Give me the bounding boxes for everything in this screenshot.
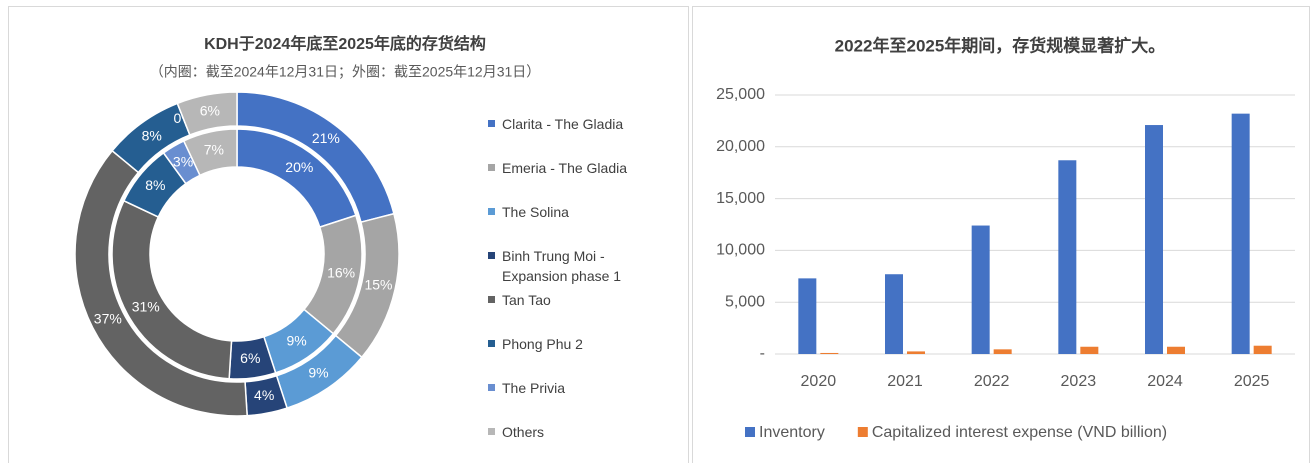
legend-swatch [857, 427, 868, 437]
legend-swatch [488, 384, 495, 391]
y-tick-label: 5,000 [725, 293, 765, 310]
y-tick-label: 25,000 [716, 86, 765, 103]
legend-swatch [488, 340, 495, 347]
legend-swatch [488, 208, 495, 215]
data-label: 7% [204, 141, 224, 157]
chart-subtitle: （内圈：截至2024年12月31日；外圈：截至2025年12月31日） [150, 64, 541, 81]
data-label: 21% [312, 130, 340, 146]
donut-segment [176, 91, 238, 136]
data-label: 3% [173, 153, 193, 169]
legend-swatch [488, 252, 495, 259]
bar [1080, 346, 1099, 354]
data-label: 4% [254, 387, 274, 403]
legend-item: Tan Tao [488, 290, 652, 310]
bar [885, 274, 903, 354]
data-label: 8% [145, 177, 165, 193]
legend-item: Phong Phu 2 [488, 334, 652, 354]
donut-segment [182, 128, 238, 177]
panel [8, 6, 689, 463]
data-label: 9% [286, 332, 306, 348]
legend-item: Emeria - The Gladia [488, 158, 652, 178]
legend-swatch [488, 120, 495, 127]
data-label: 37% [94, 311, 122, 327]
x-tick-label: 2021 [887, 373, 923, 390]
data-label: 15% [364, 276, 392, 292]
donut-segment [111, 199, 233, 380]
x-tick-label: 2025 [1234, 373, 1270, 390]
x-tick-label: 2020 [801, 373, 837, 390]
data-label: 20% [285, 159, 313, 175]
chart-title: 2022年至2025年期间，存货规模显著扩大。 [835, 35, 1166, 55]
legend-item: Clarita - The Gladia [488, 114, 652, 134]
chart-title: KDH于2024年底至2025年底的存货结构 [204, 34, 486, 53]
y-tick-label: - [760, 345, 765, 362]
legend-item: Others [488, 422, 652, 442]
x-tick-label: 2023 [1061, 373, 1097, 390]
legend-swatch [488, 164, 495, 171]
bar [820, 352, 839, 354]
data-label: 31% [132, 299, 160, 315]
bar [1058, 160, 1077, 354]
y-tick-label: 10,000 [716, 242, 765, 259]
bar [798, 278, 817, 354]
x-tick-label: 2024 [1147, 373, 1183, 390]
bar [1231, 113, 1250, 354]
bar [971, 225, 990, 354]
legend-swatch [745, 427, 755, 437]
y-tick-label: 15,000 [716, 190, 765, 207]
bar [1167, 346, 1185, 354]
legend-label: Inventory [759, 424, 825, 441]
bar [993, 349, 1012, 354]
legend-item: The Privia [488, 378, 652, 398]
legend-item: Binh Trung Moi - Expansion phase 1 [488, 246, 652, 286]
panel [692, 6, 1310, 463]
legend-item: The Solina [488, 202, 652, 222]
x-tick-label: 2022 [974, 373, 1010, 390]
bar [1145, 125, 1163, 354]
bar [1253, 345, 1272, 354]
data-label: 9% [308, 365, 328, 381]
bar [907, 351, 925, 354]
legend-label: Capitalized interest expense (VND billio… [872, 424, 1167, 441]
y-tick-label: 20,000 [716, 138, 765, 155]
data-label: 16% [327, 265, 355, 281]
legend-swatch [488, 428, 495, 435]
legend-swatch [488, 296, 495, 303]
data-label: 6% [200, 102, 220, 118]
data-label: 8% [142, 127, 162, 143]
data-label: 6% [240, 350, 260, 366]
